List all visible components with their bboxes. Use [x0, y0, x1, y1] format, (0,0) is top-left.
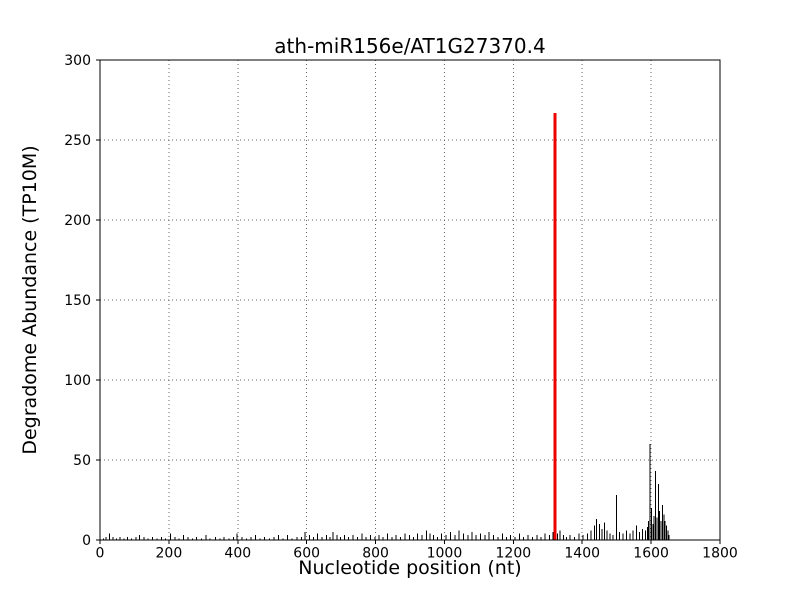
x-tick-label: 400 [224, 546, 251, 562]
y-tick-label: 100 [64, 373, 91, 389]
x-tick-label: 1600 [633, 546, 669, 562]
y-tick-label: 50 [73, 453, 91, 469]
chart-title: ath-miR156e/AT1G27370.4 [274, 34, 546, 58]
x-tick-label: 200 [156, 546, 183, 562]
x-tick-label: 1400 [564, 546, 600, 562]
y-tick-label: 200 [64, 213, 91, 229]
y-tick-label: 250 [64, 133, 91, 149]
y-tick-label: 0 [82, 533, 91, 549]
x-tick-label: 1200 [496, 546, 532, 562]
x-tick-label: 0 [96, 546, 105, 562]
y-tick-label: 300 [64, 53, 91, 69]
x-tick-label: 1000 [427, 546, 463, 562]
x-tick-label: 600 [293, 546, 320, 562]
y-tick-label: 150 [64, 293, 91, 309]
x-tick-label: 800 [362, 546, 389, 562]
x-axis-label: Nucleotide position (nt) [298, 557, 522, 579]
x-tick-label: 1800 [702, 546, 738, 562]
